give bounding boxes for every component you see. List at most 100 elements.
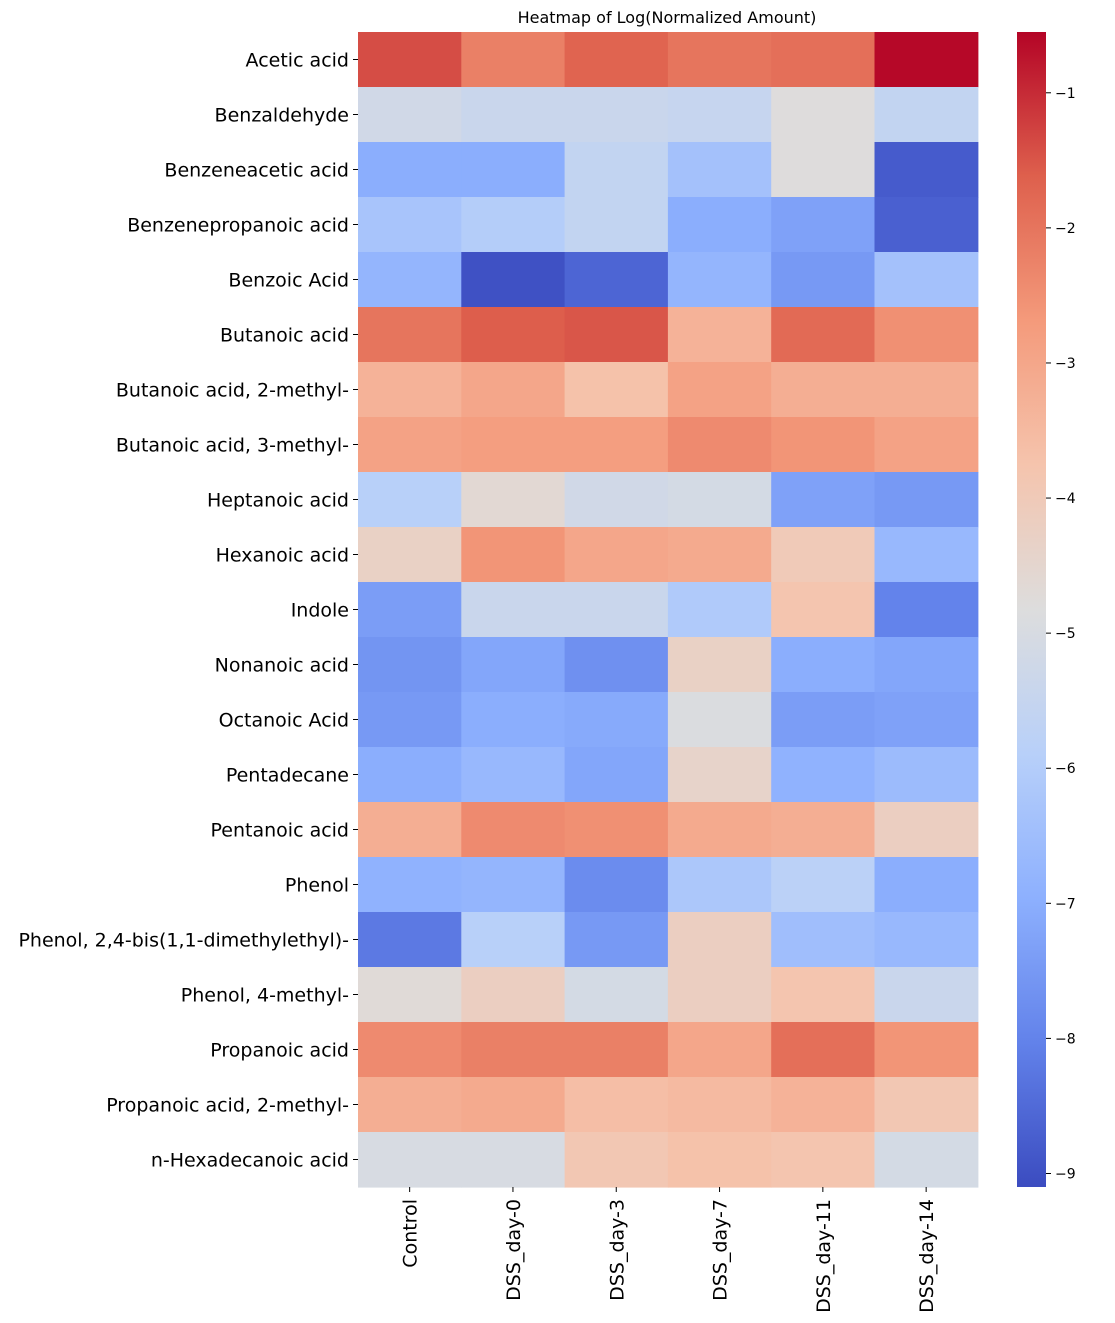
heatmap-cell [874, 802, 979, 858]
heatmap-cell [771, 417, 876, 473]
heatmap-cell [874, 87, 979, 143]
colorbar-tick-label: −2 [1055, 221, 1076, 237]
row-label: Benzenepropanoic acid [127, 215, 349, 237]
heatmap-cell [461, 32, 566, 88]
colorbar-tick-label: −4 [1055, 491, 1076, 507]
heatmap-cell [667, 362, 772, 418]
heatmap-cell [771, 637, 876, 693]
heatmap-cell [358, 307, 462, 363]
heatmap-cell [358, 1132, 462, 1188]
heatmap-cell [564, 692, 669, 748]
heatmap-cell [771, 747, 876, 803]
row-label: Nonanoic acid [215, 655, 349, 677]
heatmap-cell [461, 362, 566, 418]
heatmap-cell [358, 802, 462, 858]
heatmap-cell [771, 527, 876, 583]
heatmap-cell [461, 307, 566, 363]
heatmap-cell [461, 967, 566, 1023]
row-label: Propanoic acid [210, 1040, 349, 1062]
heatmap-cell [358, 637, 462, 693]
heatmap-cell [667, 857, 772, 913]
heatmap-cell [564, 747, 669, 803]
heatmap-cell [564, 527, 669, 583]
row-labels: Acetic acid Benzaldehyde Benzeneacetic aci… [18, 50, 358, 1172]
colorbar-tick-label: −6 [1055, 761, 1076, 777]
row-label: Phenol, 2,4-bis(1,1-dimethylethyl)- [18, 930, 349, 952]
heatmap-cell [874, 527, 979, 583]
heatmap-cell [358, 362, 462, 418]
colorbar-tick-label: −7 [1055, 896, 1076, 912]
heatmap-cell [874, 967, 979, 1023]
heatmap-cell [358, 747, 462, 803]
heatmap-cell [461, 1022, 566, 1078]
heatmap-cell [667, 692, 772, 748]
heatmap-cell [874, 1022, 979, 1078]
colorbar-ticks: −1 −2 −3 −4 −5 −6 −7 −8 −9 [1046, 86, 1076, 1182]
heatmap-cell [667, 472, 772, 528]
colorbar-tick-label: −5 [1055, 626, 1076, 642]
heatmap-cell [667, 87, 772, 143]
heatmap-cell [874, 1132, 979, 1188]
heatmap-cell [667, 967, 772, 1023]
row-label: Phenol [285, 875, 349, 897]
heatmap-cell [667, 197, 772, 253]
column-label: DSS_day-3 [606, 1199, 628, 1301]
heatmap-cell [358, 857, 462, 913]
heatmap-cell [564, 307, 669, 363]
row-label: Benzaldehyde [215, 105, 349, 127]
heatmap-cell [874, 142, 979, 198]
column-label: DSS_day-14 [916, 1199, 938, 1313]
heatmap-cell [461, 1077, 566, 1133]
heatmap-cell [771, 1022, 876, 1078]
colorbar-tick-label: −8 [1055, 1031, 1076, 1047]
heatmap-cell [874, 582, 979, 638]
heatmap-cell [358, 912, 462, 968]
heatmap-cell [564, 1077, 669, 1133]
heatmap-cell [564, 857, 669, 913]
heatmap-cell [461, 747, 566, 803]
heatmap-cell [358, 1077, 462, 1133]
heatmap-cell [771, 32, 876, 88]
heatmap-cell [667, 527, 772, 583]
heatmap-cell [667, 307, 772, 363]
heatmap-cell [771, 472, 876, 528]
row-label: Acetic acid [246, 50, 349, 72]
heatmap-cell [358, 197, 462, 253]
heatmap-cell [874, 472, 979, 528]
column-label: DSS_day-7 [710, 1199, 732, 1301]
heatmap-cell [564, 142, 669, 198]
heatmap-cell [771, 912, 876, 968]
heatmap-cell [874, 747, 979, 803]
heatmap-cell [461, 87, 566, 143]
heatmap-cell [874, 197, 979, 253]
heatmap-cell [564, 1022, 669, 1078]
row-label: Benzoic Acid [228, 270, 349, 292]
column-label: DSS_day-11 [813, 1199, 835, 1313]
heatmap-cell [564, 582, 669, 638]
row-label: Indole [291, 600, 349, 622]
heatmap-cell [667, 417, 772, 473]
heatmap-cell [771, 87, 876, 143]
heatmap-cell [564, 362, 669, 418]
heatmap-cell [771, 1132, 876, 1188]
row-label: Propanoic acid, 2-methyl- [106, 1095, 349, 1117]
heatmap-cell [667, 747, 772, 803]
heatmap-cell [771, 1077, 876, 1133]
heatmap-cell [667, 252, 772, 308]
heatmap-cell [358, 32, 462, 88]
row-label: Benzeneacetic acid [164, 160, 349, 182]
heatmap-cell [564, 802, 669, 858]
heatmap-cell [461, 692, 566, 748]
heatmap-cell [461, 857, 566, 913]
heatmap-cell [874, 857, 979, 913]
heatmap-cell [667, 1022, 772, 1078]
heatmap-cells [358, 32, 979, 1188]
heatmap-cell [461, 527, 566, 583]
heatmap-cell [461, 417, 566, 473]
heatmap-cell [667, 582, 772, 638]
heatmap-cell [358, 582, 462, 638]
heatmap-cell [874, 362, 979, 418]
heatmap-cell [358, 252, 462, 308]
heatmap-cell [358, 967, 462, 1023]
column-label: DSS_day-0 [503, 1199, 525, 1301]
